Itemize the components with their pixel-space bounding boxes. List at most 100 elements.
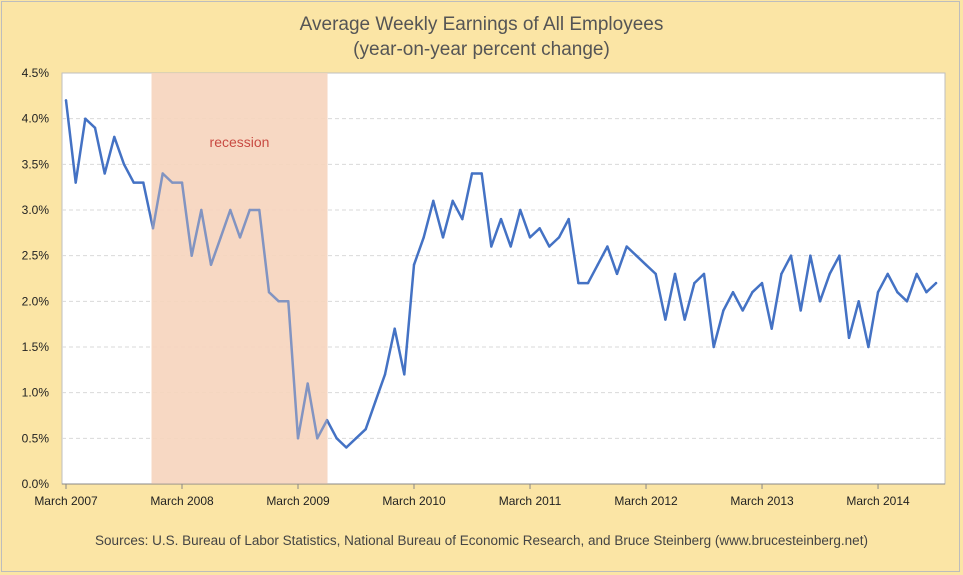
data-point bbox=[451, 199, 454, 203]
data-point bbox=[219, 236, 222, 239]
data-point bbox=[538, 227, 541, 230]
data-point bbox=[567, 217, 570, 221]
recession-band bbox=[151, 73, 328, 484]
y-tick-label: 0.5% bbox=[22, 431, 50, 445]
source-note: Sources: U.S. Bureau of Labor Statistics… bbox=[95, 533, 868, 548]
data-point bbox=[190, 254, 193, 257]
data-point bbox=[693, 281, 696, 285]
data-point bbox=[712, 345, 715, 349]
data-point bbox=[751, 291, 754, 294]
data-point bbox=[934, 281, 938, 285]
axes: 0.0% 0.5% 1.0% 1.5% 2.0% 2.5% 3.0% 3.5% 4.0% 4.5%… bbox=[22, 66, 945, 508]
data-point bbox=[654, 272, 657, 276]
y-tick-label: 0.0% bbox=[22, 477, 50, 491]
x-tick-label: March 2010 bbox=[382, 494, 446, 508]
y-tick-label: 1.5% bbox=[22, 340, 50, 354]
data-point bbox=[229, 208, 232, 212]
x-tick-label: March 2009 bbox=[266, 494, 330, 508]
data-point bbox=[470, 172, 474, 175]
data-point bbox=[596, 263, 599, 266]
data-point bbox=[345, 446, 348, 449]
data-point bbox=[103, 172, 106, 175]
data-point bbox=[287, 300, 290, 303]
data-point bbox=[509, 245, 512, 248]
data-point bbox=[731, 291, 735, 294]
data-point bbox=[702, 272, 706, 276]
data-point bbox=[799, 309, 802, 312]
data-point bbox=[480, 172, 483, 175]
y-tick-label: 4.0% bbox=[22, 112, 50, 126]
y-tick-label: 4.5% bbox=[22, 66, 50, 80]
data-point bbox=[838, 254, 841, 257]
data-point bbox=[625, 245, 628, 248]
data-point bbox=[258, 208, 261, 212]
data-point bbox=[606, 245, 609, 248]
data-point bbox=[200, 208, 203, 212]
data-point bbox=[664, 318, 667, 321]
data-point bbox=[325, 418, 329, 422]
data-point bbox=[316, 437, 319, 440]
data-point bbox=[741, 309, 744, 312]
y-tick-label: 3.0% bbox=[22, 203, 50, 217]
data-point bbox=[644, 263, 648, 266]
data-point bbox=[780, 272, 783, 276]
data-point bbox=[557, 236, 561, 239]
data-point bbox=[490, 245, 493, 248]
data-point bbox=[151, 227, 155, 230]
data-point bbox=[74, 181, 77, 184]
data-point bbox=[364, 428, 367, 431]
data-point bbox=[122, 163, 126, 166]
data-point bbox=[209, 263, 213, 266]
data-point bbox=[461, 217, 464, 221]
x-tick-label: March 2007 bbox=[34, 494, 98, 508]
data-point bbox=[577, 281, 580, 285]
data-point bbox=[857, 300, 860, 303]
series-layer bbox=[64, 73, 938, 484]
data-point bbox=[267, 291, 271, 294]
x-tick-label: March 2013 bbox=[730, 494, 794, 508]
data-point bbox=[519, 208, 522, 212]
data-point bbox=[93, 126, 97, 129]
data-point bbox=[528, 236, 532, 239]
y-tick-label: 2.5% bbox=[22, 249, 50, 263]
data-point bbox=[277, 300, 280, 303]
data-point bbox=[238, 236, 242, 239]
data-point bbox=[673, 272, 677, 276]
y-tick-label: 1.0% bbox=[22, 386, 50, 400]
x-tick-label: March 2014 bbox=[846, 494, 910, 508]
data-point bbox=[180, 181, 184, 184]
data-point bbox=[683, 318, 686, 321]
data-point bbox=[905, 300, 909, 303]
data-point bbox=[142, 181, 145, 184]
data-point bbox=[403, 373, 406, 376]
data-point bbox=[64, 99, 68, 102]
data-point bbox=[789, 254, 793, 257]
data-point bbox=[432, 199, 435, 203]
x-tick-label: March 2011 bbox=[499, 494, 562, 508]
data-point bbox=[809, 254, 812, 257]
data-point bbox=[354, 437, 358, 440]
data-point bbox=[499, 217, 503, 221]
data-point bbox=[586, 281, 590, 285]
data-point bbox=[441, 236, 445, 239]
data-point bbox=[113, 135, 116, 139]
data-point bbox=[770, 327, 773, 330]
x-tick-label: March 2008 bbox=[150, 494, 214, 508]
x-tick-label: March 2012 bbox=[614, 494, 678, 508]
data-point bbox=[635, 254, 638, 257]
data-point bbox=[886, 272, 889, 276]
recession-label: recession bbox=[210, 134, 270, 150]
data-point bbox=[296, 437, 300, 440]
y-tick-label: 3.5% bbox=[22, 157, 50, 171]
data-point bbox=[548, 245, 551, 248]
data-point bbox=[171, 181, 174, 184]
data-point bbox=[867, 345, 870, 349]
data-point bbox=[393, 327, 396, 330]
data-point bbox=[306, 382, 309, 385]
data-point bbox=[615, 272, 619, 276]
data-point bbox=[818, 300, 822, 303]
recession-overlay bbox=[151, 73, 328, 484]
data-point bbox=[84, 117, 87, 120]
data-point bbox=[925, 291, 928, 294]
data-point bbox=[412, 263, 416, 266]
